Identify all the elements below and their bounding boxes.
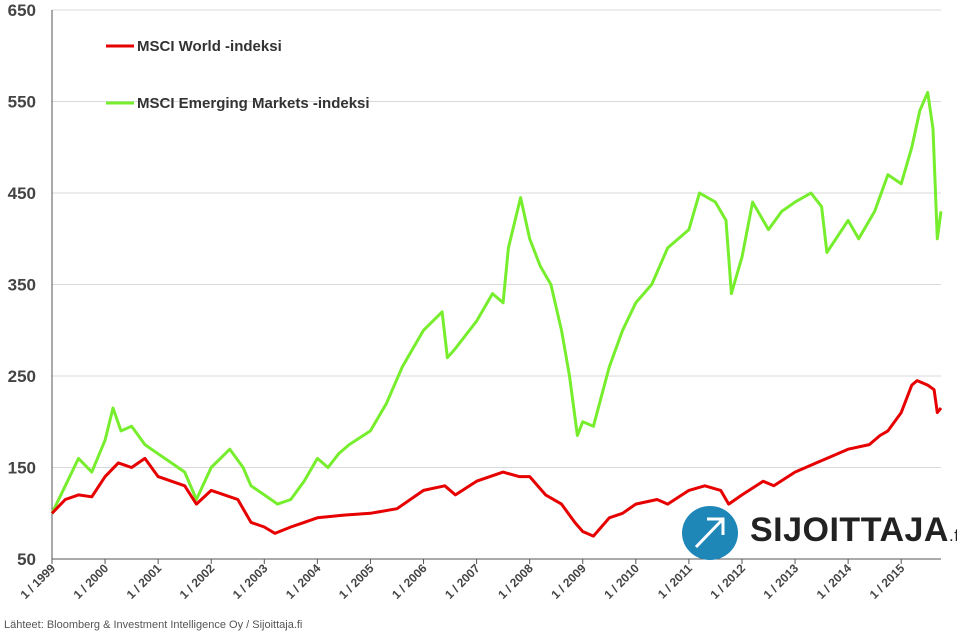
x-tick-label-14: 1 / 2013	[761, 561, 802, 602]
x-tick-label-16: 1 / 2015	[867, 561, 908, 602]
x-tick-label-9: 1 / 2008	[495, 561, 536, 602]
axes	[51, 10, 941, 560]
series-line-msci-emerging-markets	[50, 90, 943, 514]
legend-label-em: MSCI Emerging Markets -indeksi	[137, 95, 370, 112]
x-tick-label-4: 1 / 2003	[230, 561, 271, 602]
x-tick-label-13: 1 / 2012	[708, 561, 749, 602]
x-tick-label-7: 1 / 2006	[389, 561, 430, 602]
x-tick-label-2: 1 / 2001	[124, 561, 165, 602]
source-note: Lähteet: Bloomberg & Investment Intellig…	[4, 619, 303, 631]
x-tick-label-10: 1 / 2009	[548, 561, 589, 602]
sijoittaja-logo: SIJOITTAJA.fi	[680, 505, 957, 561]
logo-text-main: SIJOITTAJA	[750, 511, 949, 549]
x-tick-label-15: 1 / 2014	[814, 561, 855, 602]
series-lines	[50, 90, 943, 538]
y-tick-label-50: 50	[17, 550, 36, 569]
y-tick-label-150: 150	[8, 459, 36, 478]
x-tick-label-6: 1 / 2005	[336, 561, 377, 602]
logo-text-suffix: .fi	[948, 526, 957, 545]
x-tick-labels: 1 / 1999 1 / 2000 1 / 2001 1 / 2002 1 / 2003…	[18, 559, 908, 602]
y-tick-label-550: 550	[8, 93, 36, 112]
y-tick-label-250: 250	[8, 367, 36, 386]
y-tick-label-350: 350	[8, 276, 36, 295]
series-line-msci-world	[50, 379, 943, 538]
x-tick-label-11: 1 / 2010	[601, 561, 642, 602]
y-tick-label-650: 650	[8, 1, 36, 20]
x-tick-label-1: 1 / 2000	[71, 561, 112, 602]
y-tick-label-450: 450	[8, 184, 36, 203]
x-tick-label-12: 1 / 2011	[655, 561, 695, 601]
x-tick-label-3: 1 / 2002	[177, 561, 218, 602]
logo-badge-icon	[682, 506, 738, 560]
legend-label-world: MSCI World -indeksi	[137, 38, 282, 55]
grid-lines	[52, 9, 941, 468]
x-tick-label-8: 1 / 2007	[442, 561, 483, 602]
legend: MSCI World -indeksi MSCI Emerging Market…	[106, 38, 370, 112]
y-tick-labels: 50 150 250 350 450 550 650	[8, 1, 36, 569]
logo-text: SIJOITTAJA.fi	[750, 511, 957, 550]
x-tick-label-5: 1 / 2004	[283, 561, 324, 602]
